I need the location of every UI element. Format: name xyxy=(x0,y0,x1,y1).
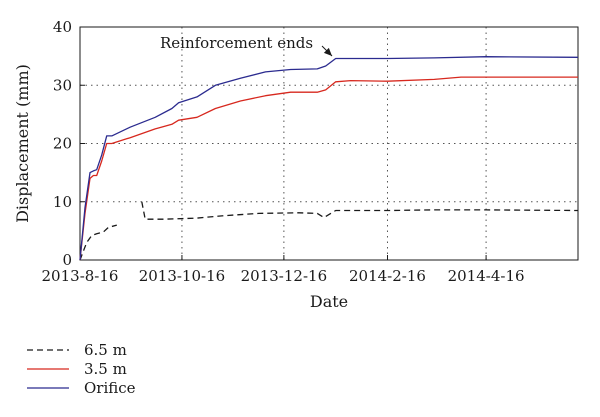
y-axis-label: Displacement (mm) xyxy=(13,64,32,223)
x-tick-label: 2014-4-16 xyxy=(448,267,525,285)
legend: 6.5 m 3.5 m Orifice xyxy=(27,341,136,397)
legend-item-orifice: Orifice xyxy=(27,379,136,397)
y-tick-label: 40 xyxy=(53,18,72,36)
x-tick-label: 2013-10-16 xyxy=(139,267,225,285)
y-tick-label: 0 xyxy=(62,251,72,269)
legend-label-3-5m: 3.5 m xyxy=(84,360,127,378)
series-line-orifice xyxy=(79,56,579,261)
x-tick-label: 2013-8-16 xyxy=(42,267,119,285)
series-line-3-5-m xyxy=(79,76,578,261)
legend-label-6-5m: 6.5 m xyxy=(84,341,127,359)
series-line-6-5-m xyxy=(79,224,117,261)
x-tick-label: 2013-12-16 xyxy=(241,267,327,285)
legend-label-orifice: Orifice xyxy=(84,379,136,397)
y-tick-label: 20 xyxy=(53,135,72,153)
series-line-6-5-m xyxy=(141,201,579,220)
y-tick-label: 10 xyxy=(53,193,72,211)
annotation-text: Reinforcement ends xyxy=(160,34,313,52)
series-lines xyxy=(79,56,579,261)
y-tick-label: 30 xyxy=(53,76,72,94)
x-tick-label: 2014-2-16 xyxy=(349,267,426,285)
grid xyxy=(80,27,578,260)
axis-ticks: 0 10 20 30 40 2013-8-16 2013-10-16 2013-12-16 20… xyxy=(42,18,525,285)
legend-item-6-5m: 6.5 m xyxy=(27,341,127,359)
legend-item-3-5m: 3.5 m xyxy=(27,360,127,378)
x-axis-label: Date xyxy=(310,292,348,311)
annotation-arrowhead xyxy=(323,47,333,57)
annotation: Reinforcement ends xyxy=(160,34,333,57)
